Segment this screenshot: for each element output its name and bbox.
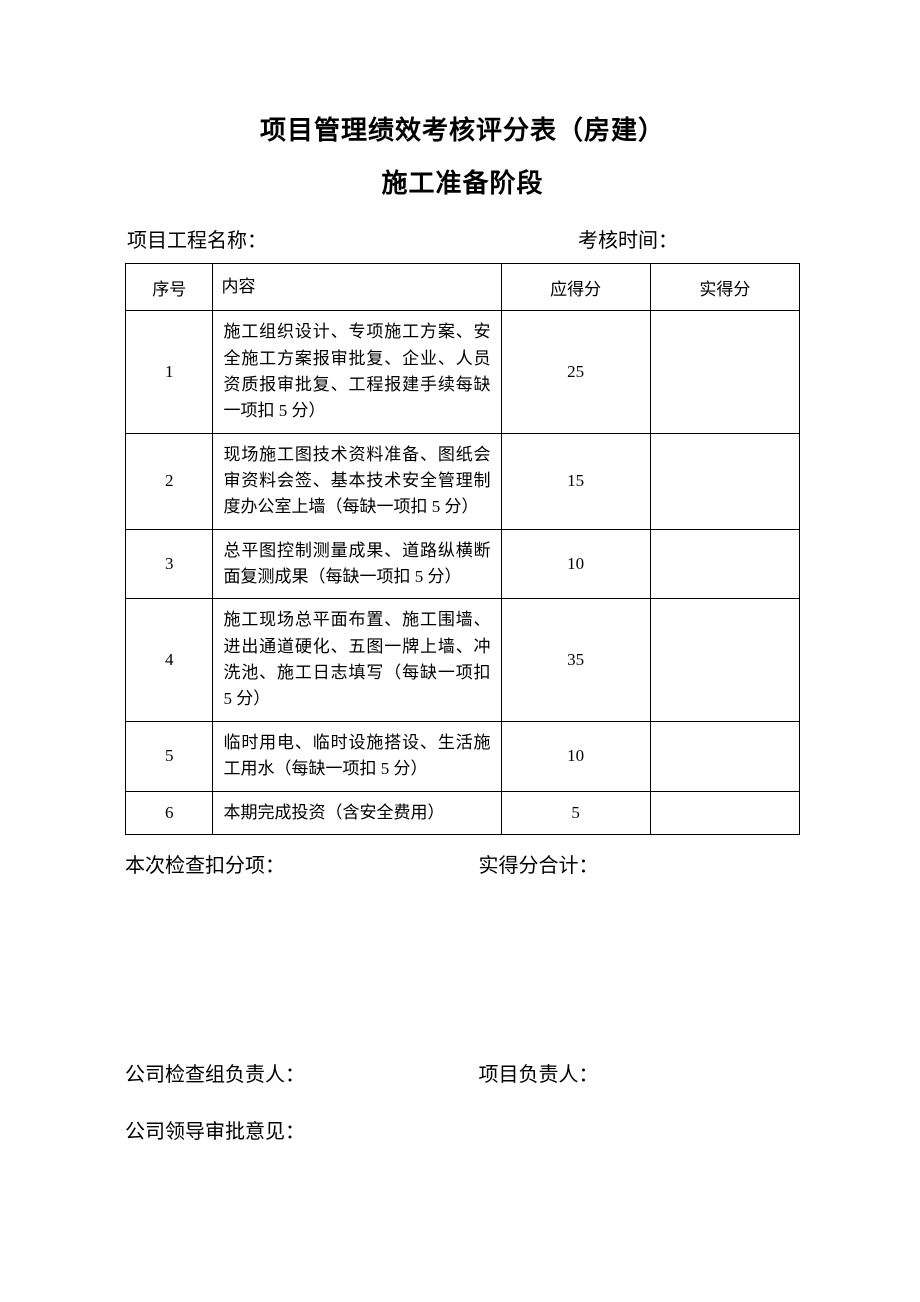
actual-total-label: 实得分合计：	[463, 849, 801, 878]
cell-seq: 3	[126, 529, 213, 599]
cell-actual	[650, 311, 799, 433]
assess-time-label: 考核时间：	[578, 224, 798, 253]
cell-content: 总平图控制测量成果、道路纵横断面复测成果（每缺一项扣 5 分）	[213, 529, 501, 599]
cell-actual	[650, 433, 799, 529]
inspector-label: 公司检查组负责人：	[125, 1058, 463, 1087]
project-name-label: 项目工程名称：	[127, 224, 267, 253]
cell-seq: 4	[126, 599, 213, 721]
page-title-sub: 施工准备阶段	[125, 163, 800, 200]
cell-actual	[650, 721, 799, 791]
meta-row: 项目工程名称： 考核时间：	[125, 224, 800, 253]
cell-score: 35	[501, 599, 650, 721]
table-row: 6 本期完成投资（含安全费用） 5	[126, 791, 800, 834]
cell-seq: 1	[126, 311, 213, 433]
cell-content: 施工现场总平面布置、施工围墙、进出通道硬化、五图一牌上墙、冲洗池、施工日志填写（…	[213, 599, 501, 721]
table-row: 1 施工组织设计、专项施工方案、安全施工方案报审批复、企业、人员资质报审批复、工…	[126, 311, 800, 433]
summary-row: 本次检查扣分项： 实得分合计：	[125, 849, 800, 878]
cell-score: 5	[501, 791, 650, 834]
cell-score: 15	[501, 433, 650, 529]
table-row: 3 总平图控制测量成果、道路纵横断面复测成果（每缺一项扣 5 分） 10	[126, 529, 800, 599]
table-row: 5 临时用电、临时设施搭设、生活施工用水（每缺一项扣 5 分） 10	[126, 721, 800, 791]
cell-seq: 5	[126, 721, 213, 791]
cell-actual	[650, 599, 799, 721]
col-header-score: 应得分	[501, 264, 650, 311]
cell-content: 临时用电、临时设施搭设、生活施工用水（每缺一项扣 5 分）	[213, 721, 501, 791]
col-header-actual: 实得分	[650, 264, 799, 311]
cell-score: 10	[501, 529, 650, 599]
cell-content: 施工组织设计、专项施工方案、安全施工方案报审批复、企业、人员资质报审批复、工程报…	[213, 311, 501, 433]
approval-label: 公司领导审批意见：	[125, 1115, 800, 1144]
project-leader-label: 项目负责人：	[463, 1058, 801, 1087]
score-table: 序号 内容 应得分 实得分 1 施工组织设计、专项施工方案、安全施工方案报审批复…	[125, 263, 800, 835]
deduction-label: 本次检查扣分项：	[125, 849, 463, 878]
cell-content: 本期完成投资（含安全费用）	[213, 791, 501, 834]
sign-row: 公司检查组负责人： 项目负责人：	[125, 1058, 800, 1087]
col-header-content: 内容	[213, 264, 501, 311]
cell-actual	[650, 791, 799, 834]
cell-score: 25	[501, 311, 650, 433]
table-header-row: 序号 内容 应得分 实得分	[126, 264, 800, 311]
page-title-main: 项目管理绩效考核评分表（房建）	[125, 110, 800, 147]
cell-seq: 2	[126, 433, 213, 529]
cell-actual	[650, 529, 799, 599]
cell-seq: 6	[126, 791, 213, 834]
table-row: 2 现场施工图技术资料准备、图纸会审资料会签、基本技术安全管理制度办公室上墙（每…	[126, 433, 800, 529]
cell-score: 10	[501, 721, 650, 791]
cell-content: 现场施工图技术资料准备、图纸会审资料会签、基本技术安全管理制度办公室上墙（每缺一…	[213, 433, 501, 529]
table-row: 4 施工现场总平面布置、施工围墙、进出通道硬化、五图一牌上墙、冲洗池、施工日志填…	[126, 599, 800, 721]
col-header-seq: 序号	[126, 264, 213, 311]
